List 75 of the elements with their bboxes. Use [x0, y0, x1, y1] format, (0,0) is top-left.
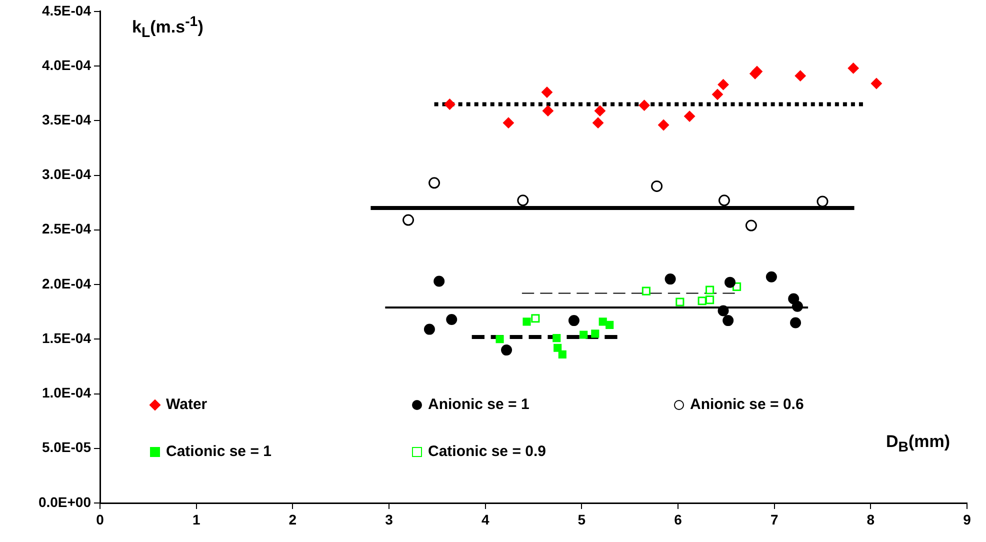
point: [502, 117, 514, 128]
y-tick-label: 0.0E+00: [38, 494, 92, 510]
y-axis-title: k$_{L}$(m.s$^{-1}$): [132, 14, 204, 42]
point: [552, 334, 561, 342]
point: [848, 62, 859, 74]
point: [428, 177, 440, 189]
y-tick-label: 4.0E-04: [42, 56, 92, 73]
point: [684, 110, 696, 122]
legend-label: Cationic se = 1: [166, 443, 272, 460]
point: [870, 78, 882, 89]
point: [496, 335, 504, 344]
x-tick-label: 6: [674, 511, 682, 528]
point: [517, 194, 529, 206]
y-tick-label: 5.0E-05: [42, 439, 92, 456]
point: [751, 66, 762, 77]
point: [664, 274, 676, 285]
point: [718, 194, 730, 206]
point: [718, 79, 729, 90]
legend-label: Anionic se = 1: [428, 396, 530, 413]
point: [580, 330, 588, 339]
point: [541, 86, 552, 98]
point: [446, 314, 458, 325]
point: [724, 276, 736, 288]
point: [698, 296, 706, 306]
point: [676, 298, 684, 306]
point: [766, 271, 777, 282]
legend-label: Anionic se = 0.6: [690, 396, 804, 413]
point: [542, 105, 554, 116]
point: [816, 196, 828, 208]
point: [706, 296, 714, 304]
y-tick-label: 1.0E-04: [42, 384, 92, 401]
point: [712, 88, 723, 100]
point: [642, 286, 650, 296]
point: [522, 318, 531, 326]
point: [790, 317, 802, 328]
x-tick-label: 7: [770, 511, 778, 528]
point: [434, 276, 445, 287]
point: [531, 314, 540, 323]
x-tick-label: 4: [481, 511, 490, 528]
x-tick-label: 8: [866, 511, 875, 528]
point: [591, 330, 600, 338]
y-tick-label: 3.5E-04: [42, 112, 92, 128]
y-tick-label: 2.0E-04: [42, 275, 92, 292]
point: [606, 320, 614, 329]
point: [568, 315, 580, 326]
point: [792, 300, 803, 312]
x-tick-label: 1: [192, 511, 200, 528]
x-tick-label: 5: [578, 511, 586, 528]
legend-label: Water: [166, 396, 208, 413]
x-tick-label: 9: [963, 511, 972, 528]
y-tick-label: 2.5E-04: [42, 220, 92, 237]
point: [501, 344, 512, 356]
point: [638, 100, 650, 111]
point: [594, 105, 606, 116]
y-tick-label: 4.5E-04: [42, 2, 92, 18]
point: [402, 214, 414, 226]
point: [706, 286, 714, 294]
x-axis-title: D$_{B}$(mm): [886, 432, 950, 456]
point: [722, 315, 734, 326]
point: [558, 350, 566, 358]
legend-label: Cationic se = 0.9: [428, 443, 546, 460]
point: [592, 117, 604, 128]
point: [554, 344, 562, 352]
point: [444, 98, 456, 110]
x-tick-label: 0: [96, 511, 104, 528]
point: [718, 305, 729, 316]
point: [424, 324, 435, 335]
y-tick-label: 1.5E-04: [42, 330, 92, 346]
point: [794, 70, 806, 82]
x-tick-label: 2: [288, 511, 297, 528]
point: [651, 180, 663, 192]
x-tick-label: 3: [385, 511, 394, 528]
point: [658, 120, 670, 131]
point: [745, 220, 757, 232]
y-tick-label: 3.0E-04: [42, 166, 92, 182]
